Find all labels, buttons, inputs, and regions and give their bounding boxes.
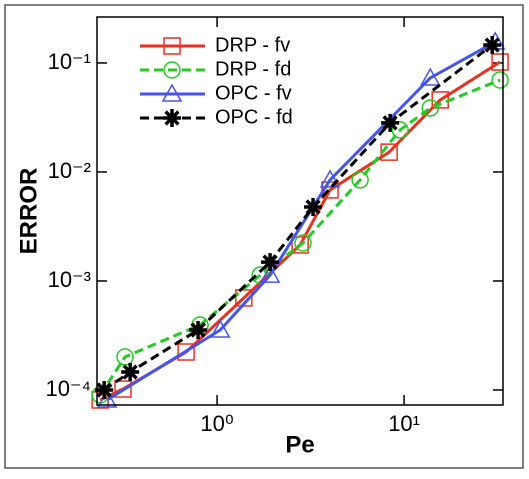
marker	[304, 198, 323, 217]
legend-marker	[161, 83, 183, 102]
legend-marker	[163, 61, 181, 79]
x-axis-label: Pe	[285, 431, 314, 458]
legend-label: DRP - fv	[215, 34, 290, 56]
y-tick-label: 10⁻⁴	[45, 376, 91, 401]
marker	[294, 234, 312, 252]
marker	[419, 67, 441, 86]
y-axis-label: ERROR	[15, 168, 42, 255]
marker	[351, 171, 369, 189]
legend-label: OPC - fd	[215, 106, 293, 128]
series-line	[98, 78, 501, 396]
marker	[209, 319, 231, 338]
y-tick-label: 10⁻¹	[48, 49, 91, 74]
marker	[391, 121, 409, 139]
marker	[95, 380, 114, 399]
marker	[483, 36, 502, 55]
frame	[4, 4, 524, 469]
marker	[259, 264, 281, 283]
marker	[291, 236, 309, 254]
y-tick-label: 10⁻³	[48, 267, 91, 292]
marker	[261, 253, 280, 272]
marker	[121, 363, 140, 382]
marker	[491, 71, 509, 89]
y-tick-label: 10⁻²	[48, 158, 91, 183]
marker	[319, 169, 341, 188]
marker	[177, 343, 195, 361]
marker	[114, 380, 132, 398]
legend-label: OPC - fv	[215, 82, 292, 104]
x-tick-label: 10¹	[388, 411, 420, 436]
plot-area	[96, 16, 504, 406]
legend-marker	[163, 37, 181, 55]
legend-marker	[163, 109, 181, 127]
marker	[491, 53, 509, 71]
marker	[381, 113, 400, 132]
marker	[189, 320, 208, 339]
x-tick-label: 10⁰	[200, 411, 233, 436]
marker	[96, 389, 118, 408]
marker	[421, 99, 439, 117]
legend-label: DRP - fd	[215, 58, 291, 80]
series-line	[106, 40, 496, 402]
